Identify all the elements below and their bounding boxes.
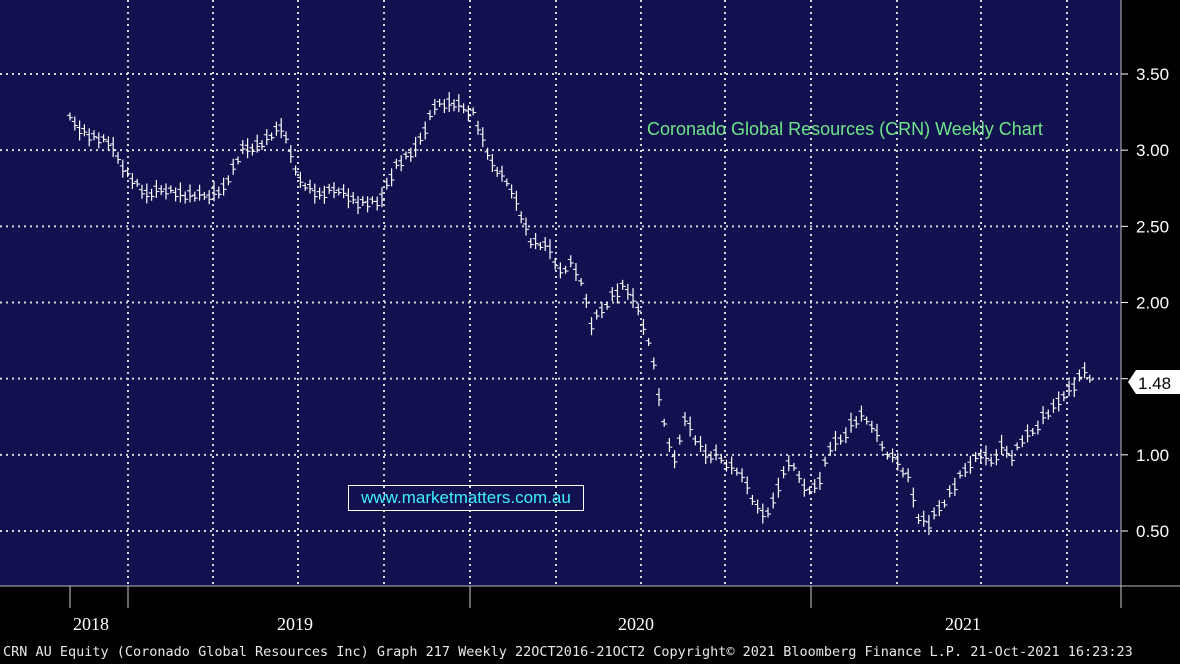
last-price-tag: 1.48 [1128, 370, 1180, 394]
y-tick-label: 2.50 [1136, 217, 1169, 236]
vertical-gridlines [127, 0, 1068, 586]
chart-title: Coronado Global Resources (CRN) Weekly C… [647, 119, 1043, 139]
last-price-label: 1.48 [1138, 374, 1171, 393]
y-tick-label: 0.50 [1136, 522, 1169, 541]
x-label-2020: 2020 [618, 614, 654, 634]
x-label-2021: 2021 [945, 614, 981, 634]
x-label-2018: 2018 [73, 614, 109, 634]
horizontal-gridlines [0, 73, 1121, 532]
y-axis-panel [1121, 0, 1180, 586]
x-label-2019: 2019 [277, 614, 313, 634]
y-tick-label: 3.50 [1136, 65, 1169, 84]
footer-status-bar: CRN AU Equity (Coronado Global Resources… [0, 641, 1180, 664]
y-tick-label: 1.00 [1136, 446, 1169, 465]
y-tick-label: 2.00 [1136, 294, 1169, 313]
y-tick-label: 3.00 [1136, 141, 1169, 160]
x-tick-marks [69, 586, 1122, 608]
price-bars [67, 92, 1093, 535]
plot-area [0, 0, 1121, 586]
watermark-link: www.marketmatters.com.au [348, 485, 584, 511]
